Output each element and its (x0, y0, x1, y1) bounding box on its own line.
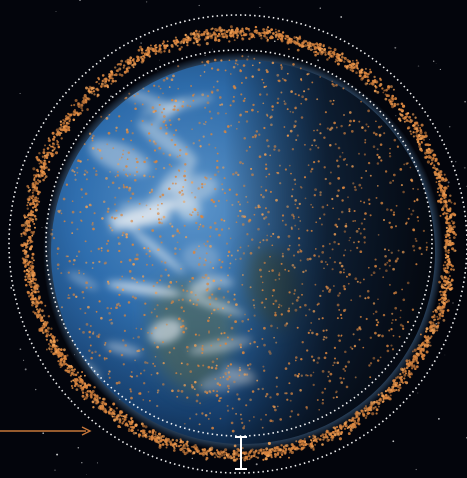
orbit-band-bracket (235, 436, 247, 470)
orbital-debris-dots (20, 25, 458, 462)
dotted-outer-orbit-ring (8, 14, 467, 474)
arrow-pointer (0, 426, 92, 436)
dotted-inner-orbit-ring (45, 49, 433, 437)
night-side-shadow (51, 60, 435, 444)
